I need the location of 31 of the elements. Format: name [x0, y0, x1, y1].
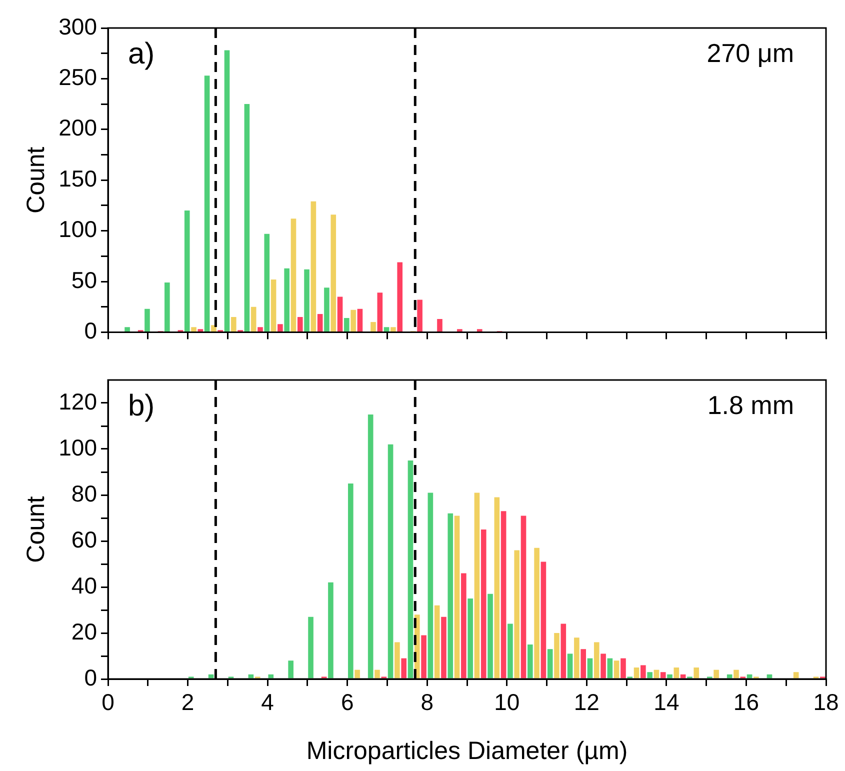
x-tick-label: 10 — [494, 689, 520, 716]
y-tick-label: 20 — [71, 618, 97, 644]
annotation: 1.8 mm — [707, 390, 794, 420]
x-tick-label: 12 — [574, 689, 600, 716]
y-tick-label: 300 — [58, 13, 97, 40]
x-tick-label: 0 — [102, 689, 114, 716]
y-tick-label: 200 — [58, 114, 97, 141]
y-tick-label: 60 — [71, 526, 97, 552]
x-tick-label: 14 — [654, 689, 680, 716]
y-tick-label: 120 — [58, 388, 97, 414]
annotation: b) — [128, 389, 155, 422]
x-tick-label: 18 — [813, 689, 839, 716]
annotation: 270 μm — [706, 38, 794, 68]
x-tick-label: 16 — [733, 689, 760, 716]
x-axis-title: Microparticles Diameter (µm) — [306, 736, 628, 765]
x-tick-label: 4 — [261, 689, 274, 716]
x-tick-label: 6 — [340, 689, 354, 716]
y-tick-label: 40 — [71, 572, 97, 598]
y-tick-label: 100 — [58, 434, 97, 460]
x-tick-label: 8 — [420, 689, 434, 716]
x-tick-label: 2 — [181, 689, 194, 716]
y-tick-label: 0 — [84, 318, 97, 344]
y-tick-label: 50 — [71, 266, 97, 293]
y-tick-label: 100 — [58, 216, 97, 242]
y-tick-label: 250 — [58, 64, 97, 90]
annotation: a) — [128, 37, 155, 70]
y-axis-title: Count — [22, 496, 50, 563]
y-tick-label: 150 — [58, 165, 97, 192]
y-tick-label: 0 — [84, 664, 97, 690]
y-tick-label: 80 — [71, 480, 97, 506]
y-axis-title: Count — [22, 146, 50, 214]
